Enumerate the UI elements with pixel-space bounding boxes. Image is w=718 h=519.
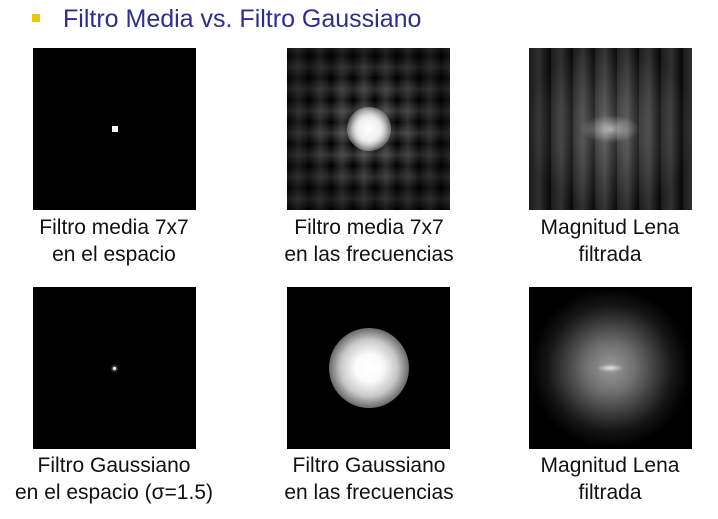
caption-lena-mean: Magnitud Lena filtrada xyxy=(490,214,718,268)
caption-line: Magnitud Lena xyxy=(540,216,680,239)
caption-line: filtrada xyxy=(578,243,642,266)
gaussian-filter-frequency-image xyxy=(287,287,450,449)
caption-lena-gaussian: Magnitud Lena filtrada xyxy=(490,452,718,506)
gaussian-kernel-dot xyxy=(113,367,116,370)
lena-mean-spectrum xyxy=(529,48,692,210)
caption-line: en las frecuencias xyxy=(284,243,454,266)
caption-line: en el espacio xyxy=(52,243,176,266)
caption-gaussian-spatial: Filtro Gaussiano en el espacio (σ=1.5) xyxy=(0,452,234,506)
lena-gaussian-filtered-magnitude-image xyxy=(529,287,692,449)
mean-filter-kernel-dot xyxy=(112,126,118,132)
mean-filter-frequency-image xyxy=(287,48,450,210)
caption-gaussian-frequency: Filtro Gaussiano en las frecuencias xyxy=(249,452,489,506)
lena-gaussian-spectrum xyxy=(529,287,692,449)
caption-mean-spatial: Filtro media 7x7 en el espacio xyxy=(0,214,234,268)
caption-line: Filtro media 7x7 xyxy=(294,216,444,239)
caption-line: Magnitud Lena xyxy=(540,454,680,477)
caption-line: en las frecuencias xyxy=(284,481,454,504)
lena-mean-filtered-magnitude-image xyxy=(529,48,692,210)
sinc-center-lobe xyxy=(346,107,391,151)
caption-line: Filtro Gaussiano xyxy=(37,454,191,477)
caption-line: Filtro Gaussiano xyxy=(292,454,446,477)
lena-mean-spectrum-shading xyxy=(529,48,692,210)
caption-line: filtrada xyxy=(578,481,642,504)
caption-line: Filtro media 7x7 xyxy=(39,216,189,239)
slide-title: Filtro Media vs. Filtro Gaussiano xyxy=(63,5,422,33)
caption-line: en el espacio (σ=1.5) xyxy=(15,481,213,504)
title-bullet xyxy=(32,14,40,22)
caption-mean-frequency: Filtro media 7x7 en las frecuencias xyxy=(249,214,489,268)
gaussian-blob xyxy=(328,328,409,408)
